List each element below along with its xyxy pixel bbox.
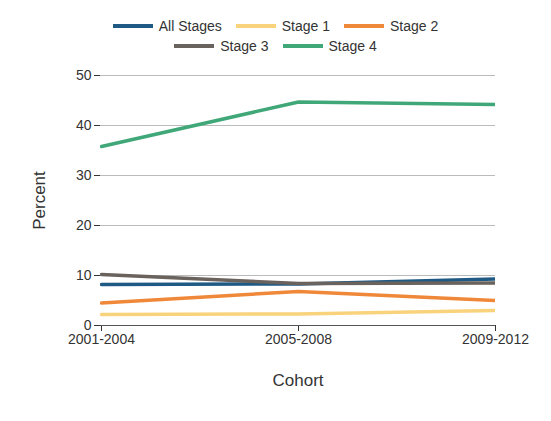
html-text:Stage 1: Stage 1	[281, 18, 330, 34]
svg-text:10: 10	[76, 267, 92, 283]
html-text:Stage 2: Stage 2	[390, 18, 439, 34]
html-text:All Stages: All Stages	[158, 18, 222, 34]
svg-text:20: 20	[76, 217, 92, 233]
html-text:Stage 3: Stage 3	[220, 38, 269, 54]
html-text:Stage 4: Stage 4	[328, 38, 377, 54]
svg-text:Cohort: Cohort	[272, 371, 323, 390]
svg-text:30: 30	[76, 167, 92, 183]
svg-text:2009-2012: 2009-2012	[462, 331, 529, 347]
svg-text:0: 0	[83, 317, 92, 333]
svg-text:Percent: Percent	[30, 171, 49, 230]
svg-text:2005-2008: 2005-2008	[265, 331, 332, 347]
svg-text:40: 40	[76, 117, 92, 133]
svg-text:50: 50	[76, 67, 92, 83]
svg-text:2001-2004: 2001-2004	[68, 331, 135, 347]
